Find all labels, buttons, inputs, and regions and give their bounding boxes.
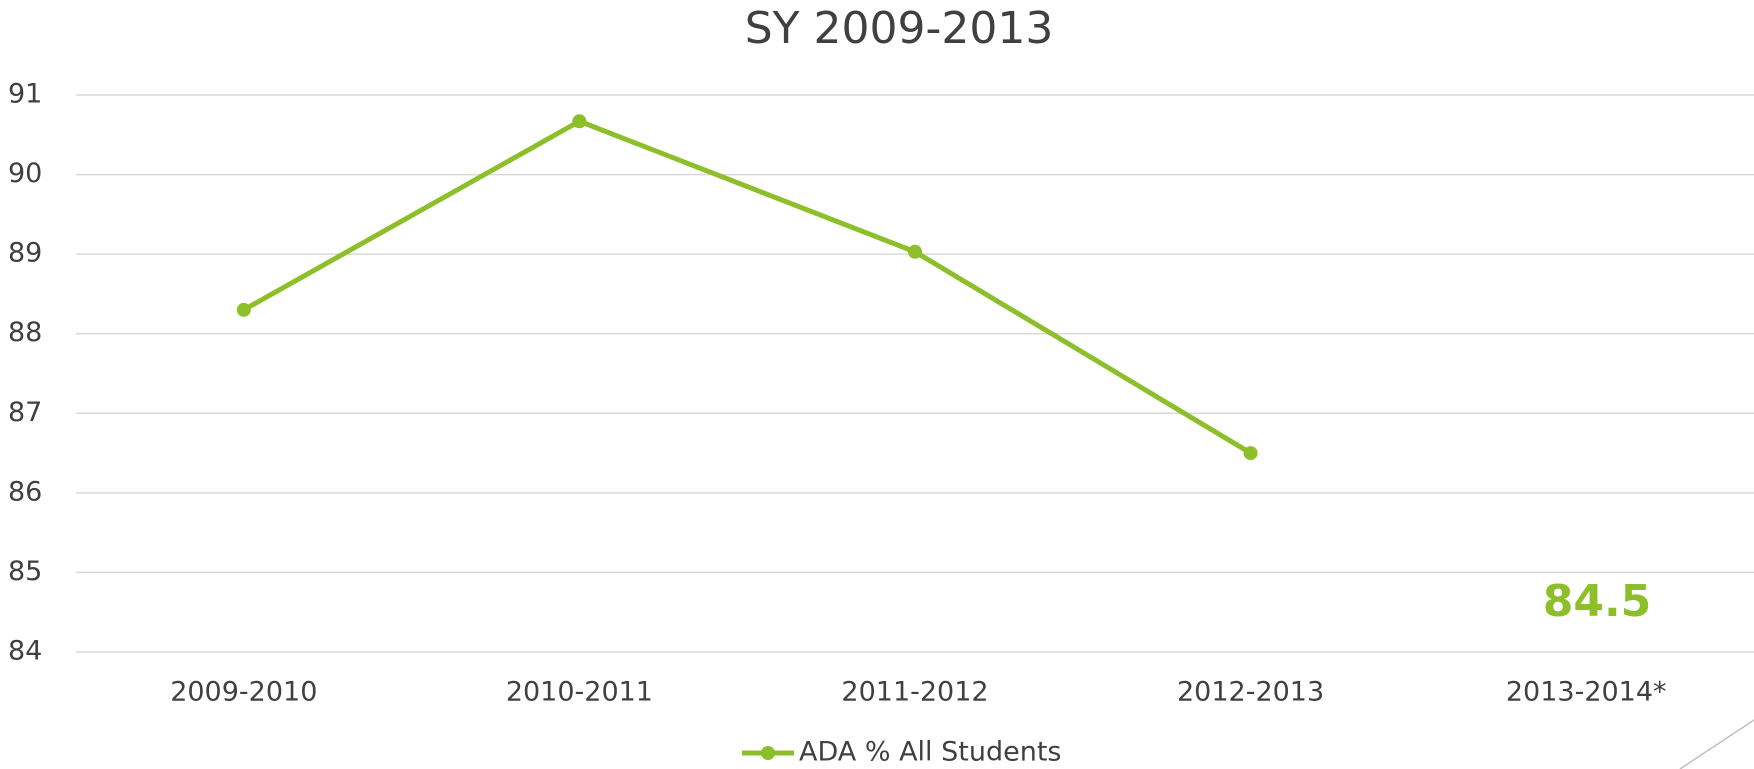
y-tick-label: 86 [8,476,42,507]
series-line [242,118,1252,456]
data-point [908,244,922,259]
chart-title: SY 2009-2013 [745,3,1054,54]
y-tick-label: 85 [8,556,42,587]
y-tick-label: 87 [8,397,42,428]
data-point [236,302,251,317]
annotation: 84.5 [1543,576,1652,627]
y-tick-label: 89 [8,238,42,269]
decoration [1679,719,1754,769]
x-tick-label: 2013-2014* [1506,677,1667,708]
y-tick-label: 91 [8,79,42,110]
y-tick-label: 90 [8,158,42,189]
legend-label: ADA % All Students [799,737,1062,768]
data-point [1243,446,1258,461]
legend-marker [761,746,775,760]
x-tick-label: 2009-2010 [170,677,317,708]
y-tick-label: 88 [8,317,42,348]
y-tick-label: 84 [8,636,42,667]
x-tick-label: 2012-2013 [1177,677,1324,708]
x-tick-label: 2010-2011 [506,677,653,708]
data-point [572,114,587,129]
x-tick-label: 2011-2012 [841,677,988,708]
